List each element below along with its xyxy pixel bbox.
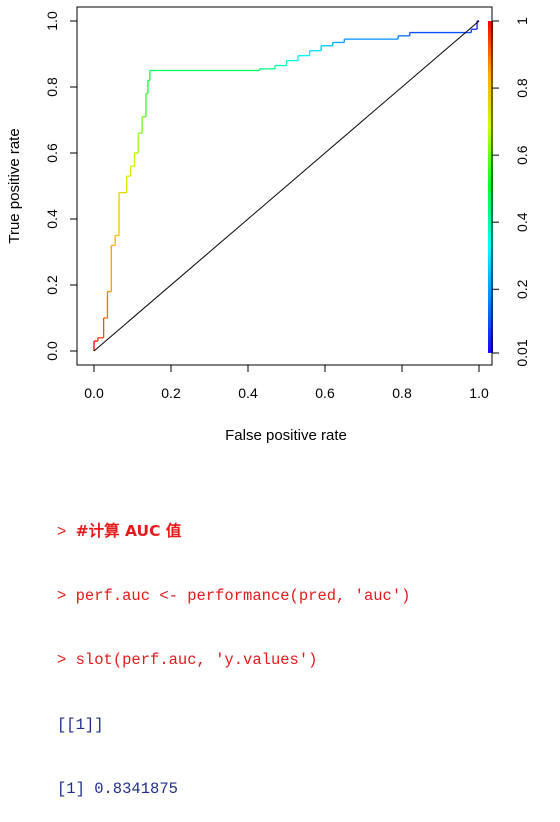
x-tick-label: 0.4: [238, 385, 258, 401]
colorbar: [488, 21, 493, 353]
colorbar-tick-label: 0.8: [514, 78, 530, 98]
console-text: [[1]]: [57, 715, 104, 734]
x-tick-label: 0.0: [84, 385, 104, 401]
console-line: > slot(perf.auc, 'y.values'): [57, 650, 410, 672]
colorbar-tick-label: 0.6: [514, 145, 530, 165]
colorbar-tick-label: 0.4: [514, 212, 530, 232]
roc-curve: [93, 20, 479, 351]
console-line: > #计算 AUC 值: [57, 521, 410, 543]
y-tick-label: 0.8: [44, 77, 60, 97]
console-line: > perf.auc <- performance(pred, 'auc'): [57, 586, 410, 608]
colorbar-tick-label: 0.01: [514, 339, 530, 366]
y-tick-label: 0.0: [44, 341, 60, 361]
x-tick-label: 0.2: [161, 385, 181, 401]
r-console: > #计算 AUC 值 > perf.auc <- performance(pr…: [57, 478, 410, 822]
y-tick-label: 1.0: [44, 11, 60, 31]
y-tick-label: 0.2: [44, 275, 60, 295]
console-output-line: [[1]]: [57, 715, 410, 737]
colorbar-ticks: 0.01 0.2 0.4 0.6 0.8 1: [491, 17, 530, 367]
y-axis-label: True positive rate: [6, 128, 23, 243]
x-tick-label: 1.0: [469, 385, 489, 401]
y-tick-label: 0.4: [44, 209, 60, 229]
colorbar-tick-label: 0.2: [514, 279, 530, 299]
console-text: perf.auc <- performance(pred, 'auc'): [75, 586, 411, 605]
console-prompt: >: [57, 586, 76, 605]
diagonal-line: [93, 20, 480, 352]
x-tick-label: 0.8: [392, 385, 412, 401]
console-prompt: >: [57, 651, 76, 669]
y-axis-ticks: 0.0 0.2 0.4 0.6 0.8 1.0: [44, 11, 78, 361]
console-output-line: [1] 0.8341875: [57, 779, 410, 801]
colorbar-tick-label: 1: [514, 17, 530, 25]
plot-frame: [76, 6, 493, 366]
console-text: [1] 0.8341875: [57, 780, 178, 798]
x-tick-label: 0.6: [315, 385, 335, 401]
x-axis-label: False positive rate: [225, 427, 347, 444]
roc-chart: 0.0 0.2 0.4 0.6 0.8 1.0 0.0 0.2 0.4 0.6 0.8 1.0 0.…: [6, 6, 530, 444]
console-text: slot(perf.auc, 'y.values'): [75, 651, 318, 669]
x-axis-ticks: 0.0 0.2 0.4 0.6 0.8 1.0: [84, 364, 489, 401]
console-text: #计算 AUC 值: [75, 522, 182, 540]
console-prompt: >: [57, 523, 76, 541]
y-tick-label: 0.6: [44, 143, 60, 163]
